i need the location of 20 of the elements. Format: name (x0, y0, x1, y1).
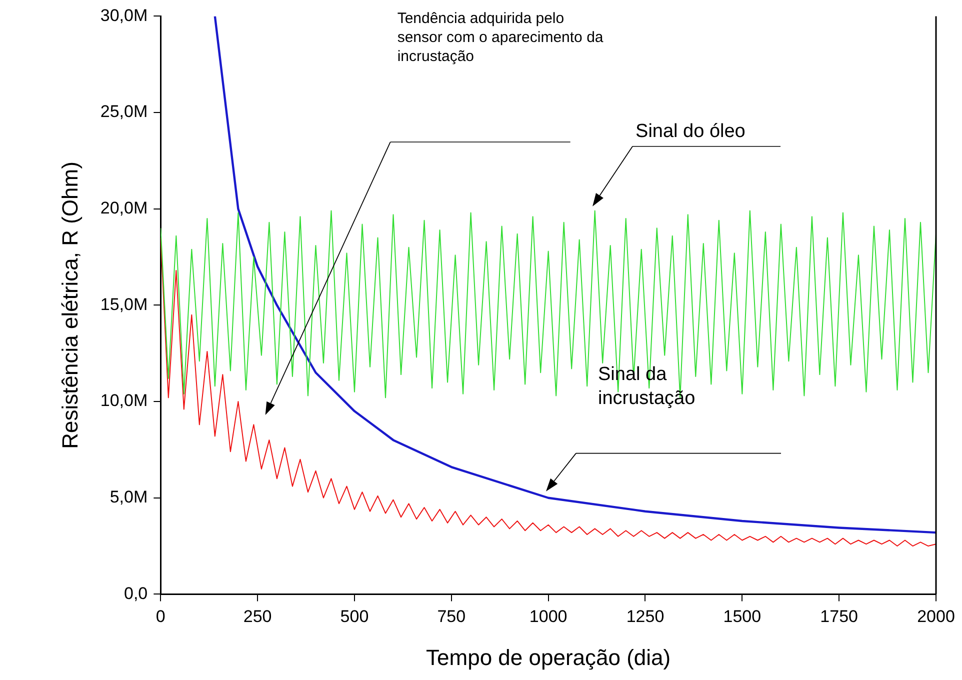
y-tick-label: 5,0M (110, 488, 148, 507)
x-tick-label: 250 (243, 607, 272, 626)
x-tick-label: 1250 (626, 607, 664, 626)
annotation: Tendência adquirida pelo sensor com o aparecimento da incrustação (397, 10, 604, 66)
y-axis-title: Resistência elétrica, R (Ohm) (57, 162, 82, 449)
x-tick-label: 0 (156, 607, 166, 626)
y-tick-label: 10,0M (100, 391, 148, 410)
y-tick-label: 25,0M (100, 102, 148, 122)
annotation: Sinal do óleo (636, 120, 746, 144)
y-tick-label: 15,0M (100, 294, 148, 314)
x-tick-label: 500 (340, 607, 369, 626)
x-tick-label: 1750 (820, 607, 858, 626)
x-tick-label: 750 (437, 607, 466, 626)
x-tick-label: 1500 (723, 607, 762, 626)
x-tick-label: 2000 (917, 607, 955, 626)
x-axis-title: Tempo de operação (dia) (426, 644, 671, 670)
y-tick-label: 20,0M (100, 198, 148, 218)
x-tick-label: 1000 (529, 607, 568, 626)
y-tick-label: 30,0M (100, 6, 148, 25)
y-tick-label: 0,0 (124, 584, 148, 603)
